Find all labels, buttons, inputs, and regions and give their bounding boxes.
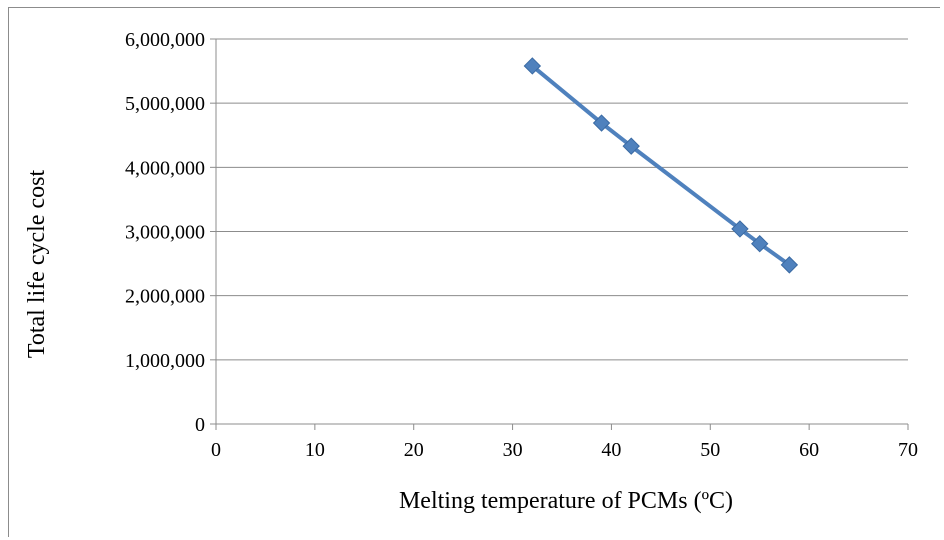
gridlines [216,38,908,361]
y-tick-label: 0 [195,414,205,436]
y-axis-title: Total life cycle cost [24,170,50,359]
x-tick-label: 20 [404,439,424,461]
series-layer [523,57,799,274]
y-tick-label: 2,000,000 [125,286,205,308]
x-tick-label: 40 [601,439,621,461]
y-axis-ticks: 0 1,000,000 2,000,000 3,000,000 4,000,000 5,0… [125,29,216,436]
x-tick-label: 50 [700,439,720,461]
y-tick-label: 3,000,000 [125,222,205,244]
x-tick-label: 70 [898,439,918,461]
x-axis-title: Melting temperature of PCMs (ºC) [399,488,733,514]
data-point-marker [751,234,769,253]
chart-frame [8,7,940,537]
y-tick-label: 4,000,000 [125,157,205,179]
x-tick-label: 0 [211,439,221,461]
data-point-marker [780,256,799,274]
data-point-marker [592,114,611,132]
data-point-marker [622,137,640,155]
x-tick-label: 60 [799,439,819,461]
data-point-marker [731,220,749,238]
series-line [530,63,792,267]
y-tick-label: 6,000,000 [125,29,205,51]
data-point-marker [523,57,542,75]
y-tick-label: 5,000,000 [125,93,205,115]
x-tick-label: 30 [503,439,523,461]
y-tick-label: 1,000,000 [125,350,205,372]
x-tick-label: 10 [305,439,325,461]
x-axis-ticks: 0 10 20 30 40 50 60 70 [211,424,918,461]
